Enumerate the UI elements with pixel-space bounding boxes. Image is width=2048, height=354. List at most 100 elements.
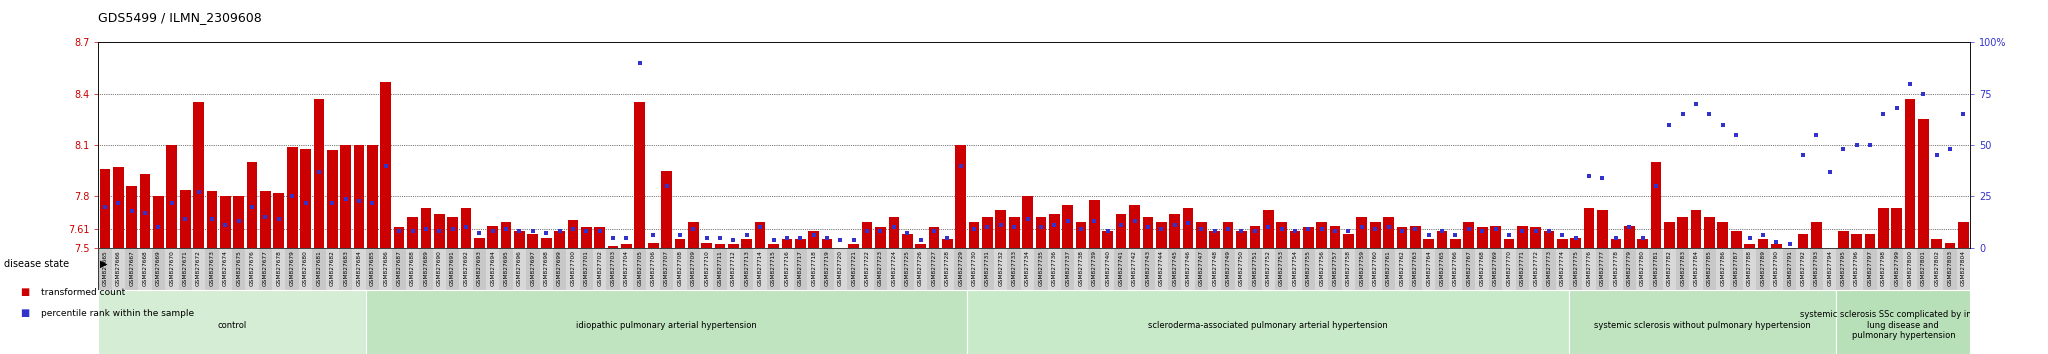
Bar	[432, 248, 446, 326]
Bar	[1745, 244, 1755, 248]
Bar	[459, 248, 473, 326]
Text: GSM827685: GSM827685	[371, 250, 375, 286]
Text: GSM827672: GSM827672	[197, 250, 201, 286]
Text: GSM827747: GSM827747	[1198, 250, 1204, 286]
Text: GSM827765: GSM827765	[1440, 250, 1444, 286]
Point	[168, 216, 201, 222]
Text: GSM827676: GSM827676	[250, 250, 254, 286]
Point	[1024, 224, 1057, 230]
Point	[1774, 241, 1806, 246]
Point	[1358, 227, 1391, 232]
Bar	[1810, 222, 1823, 248]
Point	[743, 224, 776, 230]
Text: GSM827721: GSM827721	[852, 250, 856, 286]
Point	[303, 169, 336, 175]
Point	[516, 229, 549, 234]
Point	[1706, 122, 1739, 127]
Bar	[500, 248, 512, 326]
Bar	[502, 222, 512, 248]
Point	[1440, 233, 1473, 238]
Bar	[125, 248, 139, 326]
Text: disease state: disease state	[4, 259, 70, 269]
Point	[637, 233, 670, 238]
Bar	[621, 248, 633, 326]
Point	[330, 196, 362, 201]
Bar	[381, 82, 391, 248]
Text: GSM827766: GSM827766	[1452, 250, 1458, 286]
Bar	[633, 248, 647, 326]
Bar	[874, 248, 887, 326]
Text: GSM827775: GSM827775	[1573, 250, 1579, 286]
Point	[1077, 218, 1110, 224]
Text: GSM827795: GSM827795	[1841, 250, 1845, 286]
Point	[717, 237, 750, 242]
Point	[1841, 142, 1874, 148]
Bar	[1128, 205, 1141, 248]
Text: GSM827782: GSM827782	[1667, 250, 1671, 286]
Bar	[1544, 231, 1554, 248]
Bar	[1716, 248, 1729, 326]
Point	[422, 229, 455, 234]
Point	[315, 200, 348, 205]
Bar	[662, 171, 672, 248]
Bar	[582, 227, 592, 248]
Bar	[367, 290, 967, 354]
Bar	[713, 248, 727, 326]
Bar	[1622, 248, 1636, 326]
Point	[1853, 142, 1886, 148]
Point	[1868, 112, 1901, 117]
Point	[276, 194, 309, 199]
Bar	[1849, 248, 1864, 326]
Bar	[995, 210, 1006, 248]
Point	[262, 216, 295, 222]
Point	[463, 230, 496, 236]
Text: GSM827768: GSM827768	[1479, 250, 1485, 286]
Text: GSM827783: GSM827783	[1679, 250, 1686, 286]
Bar	[1128, 248, 1141, 326]
Bar	[1329, 225, 1341, 248]
Bar	[1182, 209, 1194, 248]
Bar	[782, 239, 793, 248]
Point	[1694, 112, 1726, 117]
Bar	[1382, 217, 1395, 248]
Bar	[260, 192, 270, 248]
Point	[690, 235, 723, 240]
Text: percentile rank within the sample: percentile rank within the sample	[41, 309, 195, 318]
Bar	[834, 248, 848, 326]
Bar	[674, 239, 686, 248]
Text: GSM827668: GSM827668	[143, 250, 147, 286]
Bar	[420, 209, 432, 248]
Bar	[113, 167, 123, 248]
Text: GSM827802: GSM827802	[1933, 250, 1939, 286]
Text: scleroderma-associated pulmonary arterial hypertension: scleroderma-associated pulmonary arteria…	[1149, 321, 1389, 330]
Text: GSM827801: GSM827801	[1921, 250, 1925, 286]
Bar	[688, 222, 698, 248]
Point	[1386, 229, 1419, 234]
Bar	[1464, 222, 1475, 248]
Text: GSM827696: GSM827696	[516, 250, 522, 286]
Bar	[1677, 217, 1688, 248]
Text: GSM827704: GSM827704	[625, 250, 629, 286]
Point	[1812, 169, 1845, 175]
Bar	[901, 248, 913, 326]
Bar	[606, 248, 621, 326]
Bar	[993, 248, 1008, 326]
Bar	[1020, 248, 1034, 326]
Bar	[1169, 213, 1180, 248]
Point	[182, 189, 215, 195]
Text: GSM827772: GSM827772	[1534, 250, 1538, 286]
Text: GSM827679: GSM827679	[289, 250, 295, 286]
Point	[1759, 239, 1792, 245]
Point	[1532, 229, 1565, 234]
Bar	[113, 248, 125, 326]
Bar	[1036, 217, 1047, 248]
Point	[195, 216, 227, 222]
Bar	[1556, 239, 1567, 248]
Text: transformed count: transformed count	[41, 287, 125, 297]
Bar	[580, 248, 594, 326]
Text: GSM827770: GSM827770	[1507, 250, 1511, 286]
Point	[1921, 153, 1954, 158]
Bar	[1583, 209, 1595, 248]
Text: GSM827771: GSM827771	[1520, 250, 1526, 286]
Text: GSM827723: GSM827723	[879, 250, 883, 286]
